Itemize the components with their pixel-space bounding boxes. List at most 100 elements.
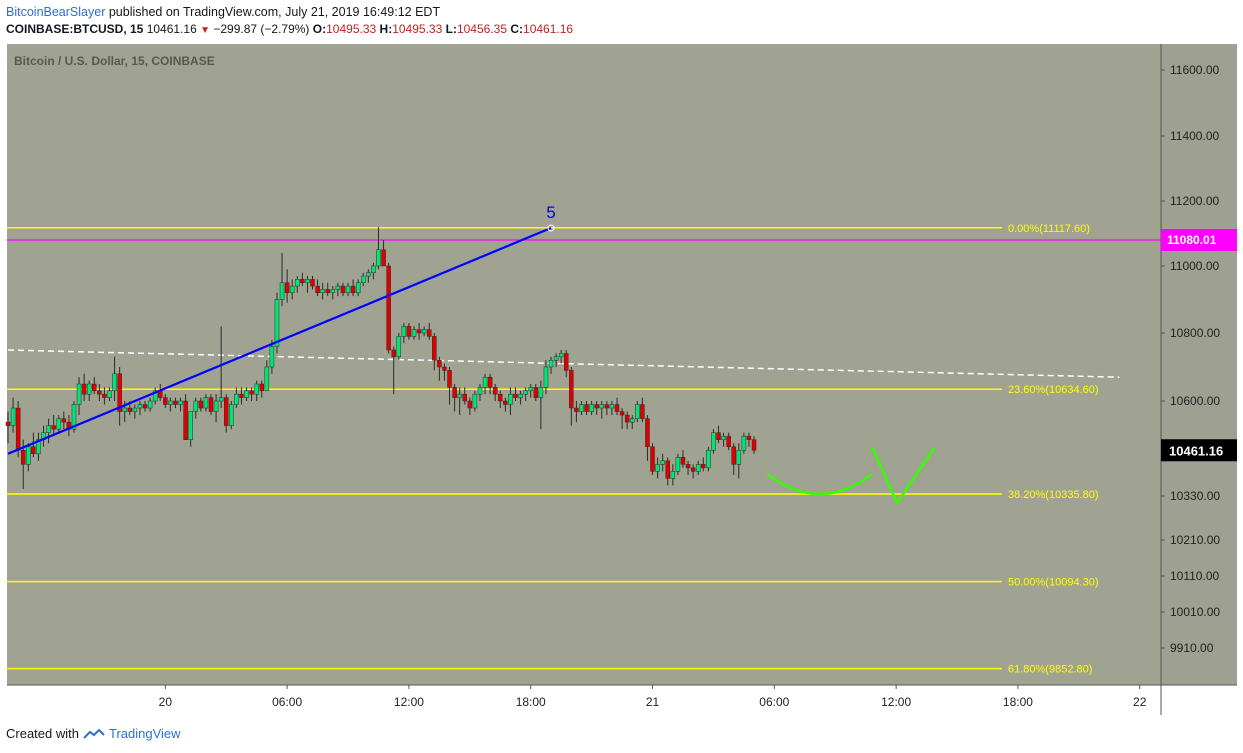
price-tick-label: 11400.00 — [1170, 129, 1219, 143]
candle-down — [127, 407, 133, 412]
candle-up — [137, 404, 143, 409]
fib-level-label: 61.80%(9852.80) — [1008, 664, 1092, 676]
price-axis[interactable] — [1161, 44, 1237, 685]
candle-down — [716, 432, 721, 440]
close-value: 10461.16 — [523, 22, 574, 36]
candle-down — [310, 279, 315, 287]
candle-up — [670, 471, 676, 479]
candle-up — [193, 400, 199, 412]
high-value: 10495.33 — [392, 22, 443, 36]
candle-down — [406, 326, 412, 337]
candle-up — [305, 279, 310, 283]
candle-up — [741, 435, 747, 451]
tradingview-logo-icon — [83, 728, 105, 739]
candle-down — [690, 467, 696, 472]
down-arrow-icon: ▼ — [200, 25, 211, 36]
time-axis[interactable] — [7, 685, 1237, 715]
trend-line-handle — [547, 224, 555, 232]
candle-up — [721, 435, 726, 440]
candle-up — [401, 326, 407, 337]
drawing-layer — [7, 239, 1161, 378]
candle-up — [320, 289, 325, 294]
candle-down — [386, 265, 391, 351]
candle-up — [203, 397, 209, 409]
candle-up — [330, 289, 336, 294]
fib-retracement[interactable]: 0.00%(11117.60) 23.60%(10634.60) 38.20%(10… — [7, 223, 1099, 676]
price-tick-label: 10800.00 — [1170, 326, 1220, 340]
candle-up — [10, 407, 16, 426]
current-price-label: 10461.16 — [1169, 443, 1223, 458]
candle-down — [5, 421, 11, 426]
current-price-badge — [1161, 439, 1237, 462]
candle-up — [558, 353, 564, 358]
price-tick-label: 9910.00 — [1170, 641, 1214, 655]
candle-up — [188, 411, 193, 440]
candle-up — [599, 404, 605, 409]
candle-down — [645, 418, 650, 447]
candle-down — [163, 397, 168, 405]
candle-up — [361, 275, 366, 283]
candle-up — [234, 393, 239, 405]
tradingview-link[interactable]: TradingView — [108, 726, 181, 741]
candle-down — [452, 387, 457, 398]
candle-down — [624, 414, 630, 423]
footer: Created with TradingView — [6, 726, 181, 741]
price-tick-label: 10600.00 — [1170, 394, 1220, 408]
candle-down — [92, 383, 97, 392]
candle-up — [523, 390, 528, 395]
level-price-badge — [1161, 228, 1237, 251]
candle-up — [477, 387, 483, 395]
candle-down — [442, 366, 447, 371]
candle-up — [26, 446, 31, 465]
candle-down — [584, 404, 589, 412]
candle-down — [340, 285, 346, 294]
candle-down — [619, 411, 625, 416]
candle-up — [609, 404, 615, 409]
candle-up — [538, 387, 544, 398]
candle-up — [548, 359, 554, 368]
candle-down — [315, 285, 320, 294]
candle-up — [168, 400, 173, 405]
candle-down — [701, 464, 706, 469]
candle-down — [183, 400, 188, 440]
candle-up — [107, 390, 112, 398]
candle-up — [655, 464, 660, 472]
candle-up — [218, 397, 224, 402]
candle-down — [31, 446, 36, 455]
candle-down — [685, 464, 691, 469]
candle-up — [86, 383, 92, 395]
trend-line — [7, 226, 552, 455]
candle-up — [695, 464, 701, 472]
candle-up — [244, 390, 249, 398]
price-tick-label: 10210.00 — [1170, 533, 1220, 547]
candle-up — [528, 387, 533, 392]
candle-up — [711, 432, 716, 451]
candle-up — [56, 418, 61, 430]
candle-up — [178, 400, 183, 405]
author-link[interactable]: BitcoinBearSlayer — [6, 5, 106, 19]
candle-up — [76, 383, 82, 405]
candle-down — [325, 289, 330, 294]
plot-area[interactable] — [7, 44, 1161, 685]
candle-up — [274, 299, 280, 347]
candle-up — [629, 418, 635, 423]
candle-up — [421, 329, 427, 334]
wave-label: 5 — [546, 203, 555, 222]
time-tick-label: 18:00 — [516, 695, 546, 709]
candle-down — [513, 393, 518, 398]
annotations: 5 — [7, 203, 937, 506]
price-axis-labels: 11600.00 11400.00 11200.00 11000.00 10800.00… — [1161, 63, 1237, 655]
candle-down — [731, 446, 736, 465]
fib-level-label: 50.00%(10094.30) — [1008, 577, 1099, 589]
candle-up — [579, 404, 584, 412]
candle-up — [371, 265, 376, 273]
candle-down — [751, 439, 757, 451]
low-label: L: — [445, 22, 457, 36]
rounded-bottom-curve — [766, 473, 873, 496]
candle-up — [508, 393, 513, 405]
time-tick-label: 06:00 — [759, 695, 789, 709]
candle-up — [553, 356, 559, 361]
candle-up — [355, 282, 361, 294]
candle-up — [147, 400, 153, 409]
